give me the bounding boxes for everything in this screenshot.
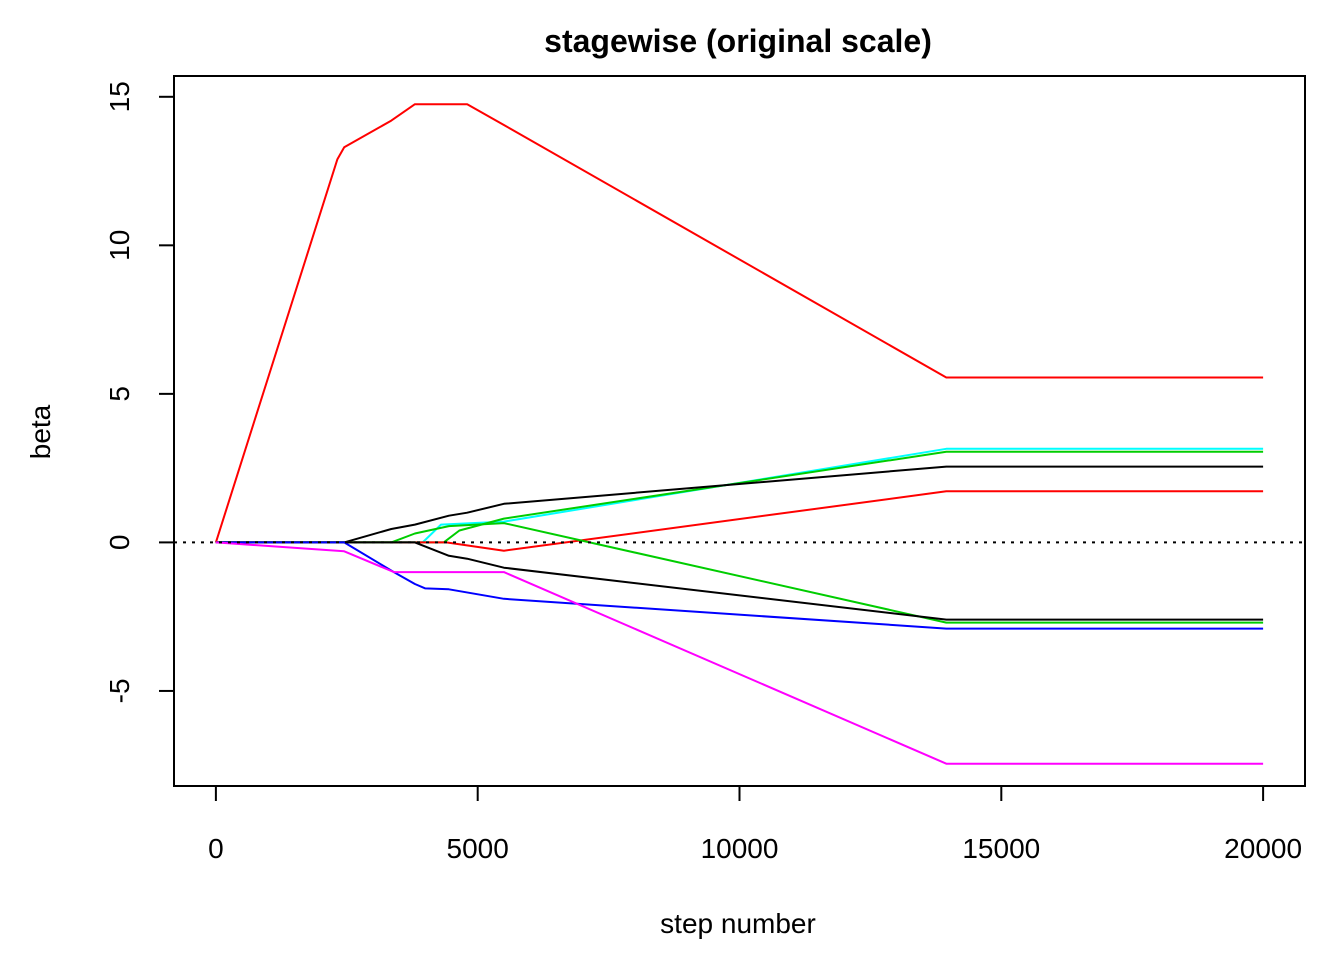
series-line-7 xyxy=(215,541,1264,621)
x-axis: 0 5000 10000 15000 20000 xyxy=(208,785,1302,864)
plot-frame xyxy=(173,75,1306,787)
series-line-1 xyxy=(214,103,1264,543)
x-tick-label: 5000 xyxy=(447,833,509,864)
chart-title: stagewise (original scale) xyxy=(544,23,932,59)
x-tick-label: 10000 xyxy=(701,833,779,864)
series-line-2 xyxy=(215,447,1264,544)
y-tick-label: 5 xyxy=(104,386,135,402)
series-line-6 xyxy=(215,522,1264,624)
series-layer xyxy=(214,103,1264,765)
y-axis-label: beta xyxy=(25,404,56,459)
y-tick-label: 15 xyxy=(104,81,135,112)
y-axis: -5 0 5 10 15 xyxy=(104,81,175,703)
y-tick-label: -5 xyxy=(104,678,135,703)
x-axis-label: step number xyxy=(660,908,816,939)
x-tick-label: 20000 xyxy=(1224,833,1302,864)
x-tick-label: 15000 xyxy=(962,833,1040,864)
y-tick-label: 10 xyxy=(104,230,135,261)
series-line-3 xyxy=(215,450,1264,544)
x-tick-label: 0 xyxy=(208,833,224,864)
y-tick-label: 0 xyxy=(104,535,135,551)
series-line-9 xyxy=(215,541,1264,765)
series-line-4 xyxy=(215,465,1264,544)
series-line-8 xyxy=(215,541,1264,630)
